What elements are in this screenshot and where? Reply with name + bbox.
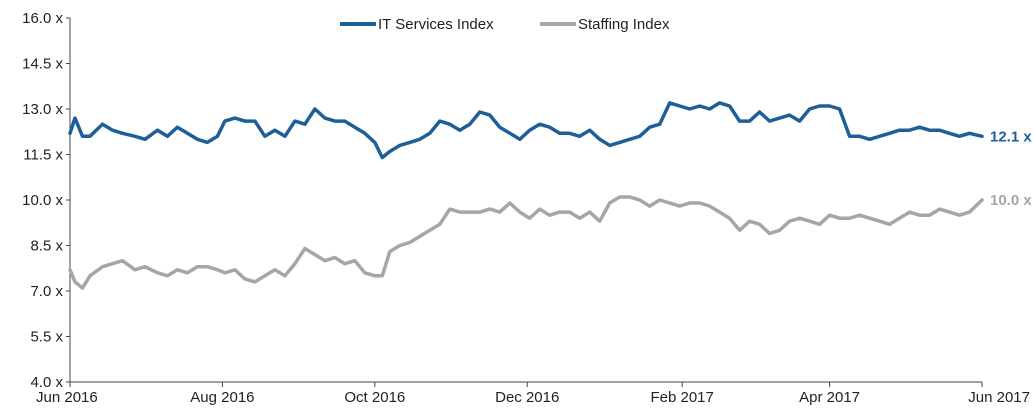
y-tick-label: 8.5 x [30, 238, 63, 255]
x-tick-label: Jun 2017 [968, 389, 1030, 406]
x-tick-label: Oct 2016 [344, 389, 405, 406]
x-tick-label: Apr 2017 [799, 389, 860, 406]
y-tick-label: 10.0 x [22, 192, 63, 209]
series-end-label: 12.1 x [990, 128, 1032, 145]
y-tick-label: 13.0 x [22, 101, 63, 118]
legend: IT Services Index Staffing Index [340, 16, 670, 33]
y-tick-label: 14.5 x [22, 56, 63, 73]
y-axis: 4.0 x 5.5 x 7.0 x 8.5 x 10.0 x 11.5 x 13.0 x 14… [22, 10, 71, 391]
end-labels: 12.1 x 10.0 x [990, 128, 1032, 209]
legend-label: IT Services Index [378, 16, 494, 33]
series-end-label: 10.0 x [990, 192, 1032, 209]
y-tick-label: 11.5 x [23, 147, 63, 164]
y-tick-label: 4.0 x [30, 374, 63, 391]
x-tick-label: Dec 2016 [495, 389, 559, 406]
x-axis: Jun 2016 Aug 2016 Oct 2016 Dec 2016 Feb 2017… [36, 381, 1030, 406]
legend-label: Staffing Index [578, 16, 670, 33]
x-tick-label: Jun 2016 [36, 389, 98, 406]
series-layer [68, 101, 984, 290]
series-line-it-services-index [68, 101, 984, 160]
y-tick-label: 16.0 x [22, 10, 63, 27]
y-tick-label: 5.5 x [30, 329, 63, 346]
x-tick-label: Feb 2017 [650, 389, 713, 406]
series-line-staffing-index [68, 195, 984, 290]
x-tick-label: Aug 2016 [190, 389, 254, 406]
y-tick-label: 7.0 x [30, 283, 63, 300]
